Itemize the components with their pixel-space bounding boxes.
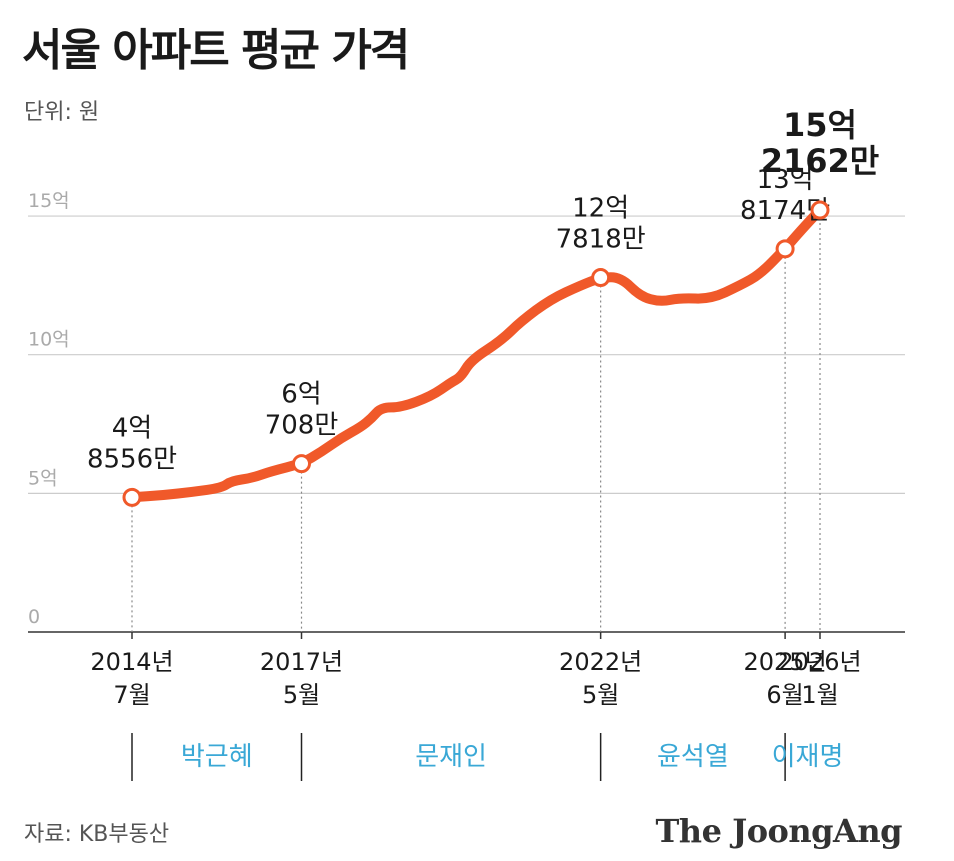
y-tick-label: 15억: [28, 190, 70, 212]
price-series-line: [127, 204, 825, 503]
data-label-amount: 4억: [112, 413, 152, 443]
era-label: 윤석열: [657, 742, 729, 772]
x-tick-label: 5월: [582, 681, 619, 709]
era-label: 이재명: [772, 742, 844, 772]
x-tick-label: 5월: [283, 681, 320, 709]
data-point-marker: [122, 487, 142, 507]
data-label-amount: 2162만: [761, 142, 880, 180]
x-tick-label: 2025년: [744, 648, 827, 676]
y-tick-label: 0: [28, 606, 40, 628]
x-tick-label: 2017년: [260, 648, 343, 676]
y-tick-label: 10억: [28, 329, 70, 351]
data-point-marker: [591, 268, 611, 288]
publisher-logo: The JoongAng: [655, 812, 902, 850]
data-label-amount: 6억: [281, 380, 321, 410]
x-tick-label: 6월: [766, 681, 803, 709]
data-label-amount: 8556만: [87, 444, 177, 474]
era-label: 박근혜: [181, 742, 253, 772]
chart-title: 서울 아파트 평균 가격: [22, 25, 410, 76]
data-point-marker: [775, 239, 795, 259]
data-point-marker: [810, 200, 830, 220]
data-label-amount: 15억: [783, 106, 857, 144]
y-tick-label: 5억: [28, 467, 58, 489]
data-label-amount: 13억: [757, 165, 814, 195]
x-tick-label: 2014년: [90, 648, 173, 676]
data-label-amount: 708만: [265, 411, 339, 441]
x-tick-label: 7월: [113, 681, 150, 709]
data-label-amount: 7818만: [556, 225, 646, 255]
data-point-marker: [292, 454, 312, 474]
source-note: 자료: KB부동산: [24, 822, 170, 847]
x-tick-label: 2022년: [559, 648, 642, 676]
x-tick-label: 1월: [801, 681, 838, 709]
unit-label: 단위: 원: [24, 100, 100, 125]
data-label-amount: 12억: [572, 194, 629, 224]
era-label: 문재인: [415, 742, 487, 772]
x-tick-label: 2026년: [778, 648, 861, 676]
